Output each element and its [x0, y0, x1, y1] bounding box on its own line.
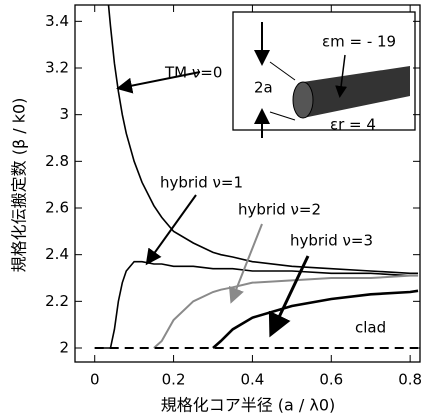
series-line: [213, 291, 418, 348]
curve-arrow: [148, 195, 196, 262]
curve-label: hybrid ν=1: [160, 174, 243, 192]
y-tick-label: 3.2: [45, 59, 69, 77]
y-tick-label: 3: [59, 105, 69, 123]
curve-arrow: [272, 256, 308, 332]
x-tick-label: 0.6: [319, 371, 343, 389]
y-tick-label: 2.8: [45, 152, 69, 170]
x-axis-label: 規格化コア半径 (a / λ0): [161, 396, 336, 415]
inset: 2a εm = - 19 εr = 4: [233, 12, 415, 138]
curve-label: hybrid ν=2: [238, 201, 321, 219]
inset-label: εm = - 19: [322, 33, 396, 51]
curve-label: clad: [355, 319, 386, 337]
y-tick-label: 2.6: [45, 199, 69, 217]
inset-label: 2a: [254, 79, 273, 97]
series-line: [154, 276, 418, 348]
y-tick-label: 2.2: [45, 292, 69, 310]
y-axis-label: 規格化伝搬定数 (β / k0): [10, 98, 29, 273]
x-tick-label: 0: [90, 371, 100, 389]
cylinder-end: [293, 82, 313, 118]
y-tick-label: 2.4: [45, 245, 69, 263]
chart: 2a εm = - 19 εr = 4 規格化コア半径 (a / λ0) 規格化…: [0, 0, 427, 418]
x-tick-label: 0.4: [240, 371, 264, 389]
x-tick-label: 0.2: [162, 371, 186, 389]
y-tick-label: 3.4: [45, 12, 69, 30]
curve-label: hybrid ν=3: [290, 232, 373, 250]
inset-label: εr = 4: [330, 116, 376, 134]
x-tick-label: 0.8: [398, 371, 422, 389]
y-tick-label: 2: [59, 339, 69, 357]
